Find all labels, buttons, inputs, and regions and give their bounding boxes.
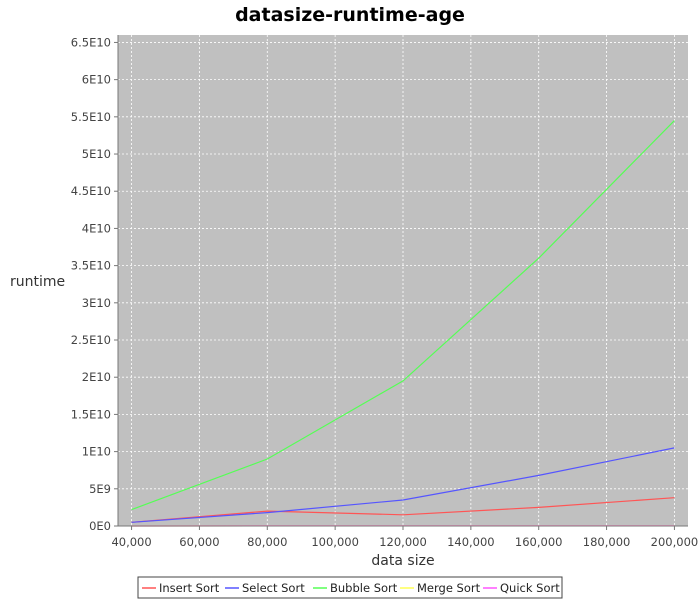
y-tick-label: 5E9: [89, 482, 111, 496]
axes: [114, 35, 688, 530]
x-tick-label: 180,000: [583, 535, 631, 549]
x-tick-label: 80,000: [247, 535, 287, 549]
y-tick-label: 3E10: [82, 296, 111, 310]
grid: [118, 35, 688, 527]
x-tick-labels: 40,000 60,000 80,000 100,000 120,000 140,000 1…: [111, 535, 698, 549]
legend-label-quick-sort: Quick Sort: [500, 581, 560, 595]
y-tick-label: 0E0: [89, 519, 111, 533]
y-tick-label: 4E10: [82, 221, 111, 235]
x-tick-label: 140,000: [447, 535, 495, 549]
y-tick-label: 6E10: [82, 73, 111, 87]
y-tick-label: 2.5E10: [71, 333, 111, 347]
legend-label-merge-sort: Merge Sort: [417, 581, 481, 595]
x-tick-label: 40,000: [111, 535, 151, 549]
series-line-bubble-sort: [131, 120, 675, 511]
y-tick-label: 1E10: [82, 445, 111, 459]
y-tick-label: 4.5E10: [71, 184, 111, 198]
legend-items: Insert Sort Select Sort Bubble Sort Merge S…: [142, 581, 560, 595]
series-line-select-sort: [131, 447, 675, 523]
legend-frame: [137, 576, 563, 599]
legend-label-insert-sort: Insert Sort: [159, 581, 220, 595]
x-axis-label: data size: [371, 553, 434, 569]
x-tick-label: 160,000: [515, 535, 563, 549]
y-tick-label: 6.5E10: [71, 35, 111, 49]
x-tick-label: 100,000: [311, 535, 359, 549]
legend-label-select-sort: Select Sort: [242, 581, 305, 595]
legend: Insert Sort Select Sort Bubble Sort Merge S…: [137, 576, 563, 599]
x-tick-label: 200,000: [651, 535, 699, 549]
y-tick-label: 2E10: [82, 370, 111, 384]
chart-title: datasize-runtime-age: [235, 4, 465, 26]
y-tick-label: 3.5E10: [71, 259, 111, 273]
y-axis-label: runtime: [10, 274, 65, 290]
series-line-insert-sort: [131, 497, 675, 523]
y-tick-label: 1.5E10: [71, 407, 111, 421]
legend-label-bubble-sort: Bubble Sort: [330, 581, 398, 595]
y-tick-labels: 0E0 5E9 1E10 1.5E10 2E10 2.5E10 3E10 3.5E10 4E10…: [71, 35, 111, 533]
y-tick-label: 5E10: [82, 147, 111, 161]
y-tick-label: 5.5E10: [71, 110, 111, 124]
x-tick-label: 60,000: [179, 535, 219, 549]
x-tick-label: 120,000: [379, 535, 427, 549]
